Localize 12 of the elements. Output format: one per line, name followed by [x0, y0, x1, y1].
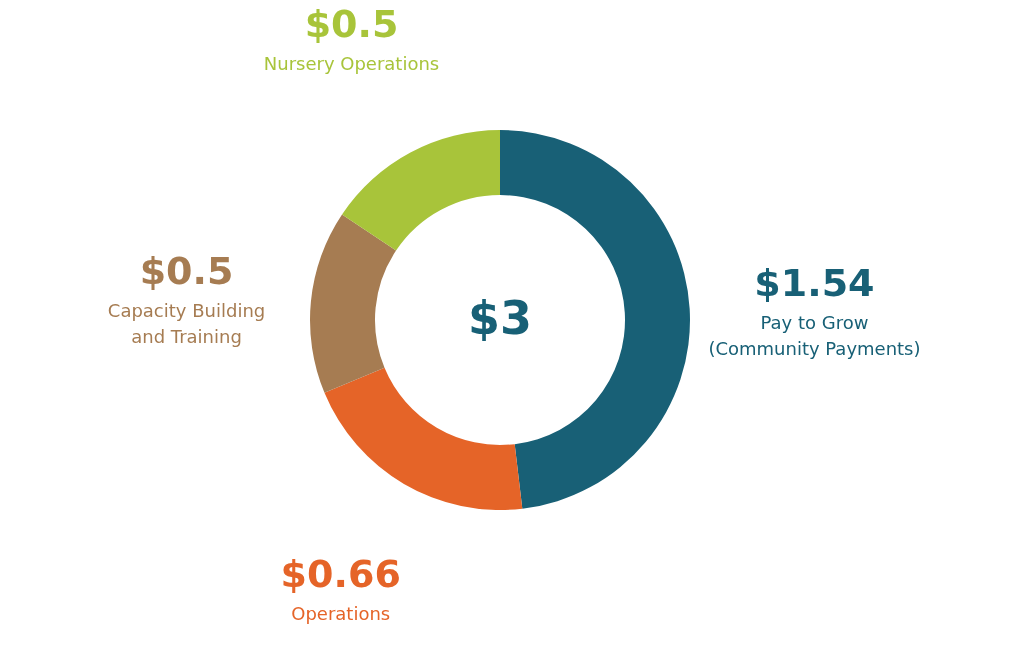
data-label: $0.5 — [139, 249, 234, 294]
data-label: $0.5 — [304, 2, 399, 47]
donut-slice — [342, 130, 500, 251]
slice-label: Nursery Operations — [263, 53, 440, 75]
slice-label: Capacity Building and Training — [107, 300, 266, 348]
donut-slice — [324, 367, 523, 510]
donut-slice — [310, 214, 397, 393]
text: $3 — [467, 291, 533, 345]
slice-label: Operations — [291, 602, 391, 624]
slice-label: Pay to Grow (Community Payments) — [708, 312, 921, 360]
data-label: $1.54 — [754, 261, 875, 306]
data-label: $0.66 — [280, 551, 401, 596]
